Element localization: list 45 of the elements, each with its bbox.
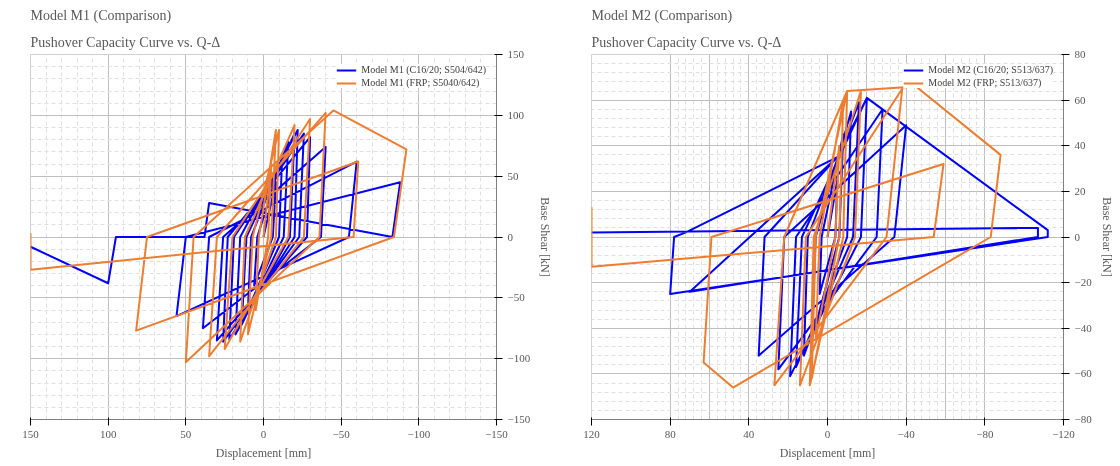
y-tick-label: 150 bbox=[507, 48, 525, 60]
y-tick-label: −150 bbox=[507, 413, 531, 425]
x-tick-label: −120 bbox=[1052, 427, 1076, 440]
y-axis-title: Base Shear [kN] bbox=[538, 197, 553, 277]
y-tick-label: −100 bbox=[507, 352, 531, 365]
y-tick-label: 0 bbox=[507, 230, 514, 243]
legend-label: Model M2 (FRP; S513/637) bbox=[928, 77, 1042, 88]
x-tick-label: −150 bbox=[485, 427, 509, 440]
x-tick-label: −80 bbox=[976, 427, 994, 440]
x-axis-title: Displacement [mm] bbox=[779, 445, 876, 460]
line-series bbox=[591, 96, 1049, 378]
y-tick-label: 20 bbox=[1074, 184, 1086, 197]
y-tick-label: 80 bbox=[1074, 48, 1086, 60]
y-tick-label: 100 bbox=[507, 108, 525, 121]
y-tick-label: −60 bbox=[1074, 367, 1093, 380]
y-tick-label: 50 bbox=[507, 169, 519, 182]
y-tick-label: −80 bbox=[1074, 413, 1093, 425]
line-series bbox=[30, 128, 402, 343]
y-tick-label: 0 bbox=[1074, 230, 1081, 243]
chart-title: Model M1 (Comparison) bbox=[30, 7, 172, 24]
x-tick-label: −50 bbox=[332, 427, 351, 440]
chart-subtitle: Pushover Capacity Curve vs. Q-Δ bbox=[30, 34, 221, 50]
legend-label: Model M1 (C16/20; S504/642) bbox=[361, 64, 486, 75]
x-tick-label: 150 bbox=[22, 427, 40, 440]
line-series bbox=[30, 109, 408, 364]
x-tick-label: 50 bbox=[180, 427, 192, 440]
x-tick-label: 0 bbox=[260, 427, 267, 440]
x-tick-label: 0 bbox=[824, 427, 831, 440]
chart-subtitle: Pushover Capacity Curve vs. Q-Δ bbox=[591, 34, 782, 50]
y-tick-label: −40 bbox=[1074, 321, 1093, 334]
x-tick-label: 100 bbox=[99, 427, 117, 440]
chart-title: Model M2 (Comparison) bbox=[591, 7, 733, 24]
legend-label: Model M1 (FRP; S5040/642) bbox=[361, 77, 480, 88]
y-tick-label: 60 bbox=[1074, 93, 1086, 106]
y-tick-label: −50 bbox=[507, 291, 526, 304]
x-tick-label: 120 bbox=[583, 427, 601, 440]
x-axis-title: Displacement [mm] bbox=[215, 445, 312, 460]
x-tick-label: −40 bbox=[897, 427, 916, 440]
x-tick-label: 40 bbox=[743, 427, 755, 440]
x-tick-label: −100 bbox=[407, 427, 431, 440]
x-tick-label: 80 bbox=[664, 427, 677, 440]
y-tick-label: −20 bbox=[1074, 276, 1093, 289]
y-tick-label: 40 bbox=[1074, 139, 1086, 152]
y-axis-title: Base Shear [kN] bbox=[1099, 197, 1114, 277]
legend-label: Model M2 (C16/20; S513/637) bbox=[928, 64, 1053, 75]
